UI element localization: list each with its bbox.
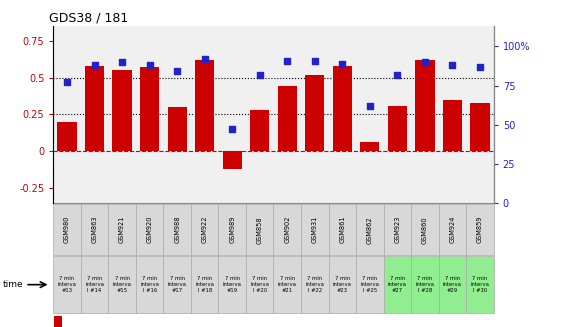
Text: GSM921: GSM921 <box>119 216 125 243</box>
Bar <box>108 256 136 313</box>
Text: 7 min
interva
#29: 7 min interva #29 <box>443 276 462 293</box>
Bar <box>278 86 297 151</box>
Bar <box>54 316 62 327</box>
Text: time: time <box>3 280 24 289</box>
Point <box>255 72 264 77</box>
Bar <box>411 256 439 313</box>
Bar <box>329 204 356 255</box>
Text: 7 min
interva
l #18: 7 min interva l #18 <box>195 276 214 293</box>
Text: 7 min
interva
l #28: 7 min interva l #28 <box>416 276 434 293</box>
Point <box>365 103 374 109</box>
Text: GSM862: GSM862 <box>367 216 373 244</box>
Point <box>420 60 429 65</box>
Text: 7 min
interva
#21: 7 min interva #21 <box>278 276 297 293</box>
Text: GSM931: GSM931 <box>312 216 318 243</box>
Text: 7 min
interva
#27: 7 min interva #27 <box>388 276 407 293</box>
Text: GSM858: GSM858 <box>257 216 263 244</box>
Point <box>90 62 99 68</box>
Text: 7 min
interva
#17: 7 min interva #17 <box>168 276 187 293</box>
Bar <box>329 256 356 313</box>
Point <box>173 69 182 74</box>
Text: 7 min
interva
l #22: 7 min interva l #22 <box>305 276 324 293</box>
Text: 7 min
interva
l #30: 7 min interva l #30 <box>471 276 489 293</box>
Bar <box>218 256 246 313</box>
Bar <box>163 204 191 255</box>
Bar <box>384 204 411 255</box>
Bar <box>57 122 77 151</box>
Bar <box>191 256 218 313</box>
Text: GSM923: GSM923 <box>394 216 401 243</box>
Point <box>310 58 319 63</box>
Bar <box>53 256 81 313</box>
Bar <box>301 256 329 313</box>
Bar <box>388 106 407 151</box>
Bar <box>384 256 411 313</box>
Bar <box>333 66 352 151</box>
Bar <box>415 60 435 151</box>
Text: GSM859: GSM859 <box>477 216 483 244</box>
Text: 7 min
interva
l #16: 7 min interva l #16 <box>140 276 159 293</box>
Bar <box>223 151 242 169</box>
Point <box>200 56 209 61</box>
Text: GSM924: GSM924 <box>449 216 456 244</box>
Bar <box>470 103 490 151</box>
Bar <box>53 204 81 255</box>
Text: GSM863: GSM863 <box>91 216 98 244</box>
Bar <box>250 110 269 151</box>
Bar <box>108 204 136 255</box>
Point <box>475 64 484 69</box>
Point <box>228 127 237 132</box>
Bar <box>411 204 439 255</box>
Point <box>448 62 457 68</box>
Text: GSM980: GSM980 <box>64 216 70 244</box>
Text: 7 min
interva
#15: 7 min interva #15 <box>113 276 131 293</box>
Bar <box>195 60 214 151</box>
Text: GSM920: GSM920 <box>146 216 153 244</box>
Bar <box>81 256 108 313</box>
Bar <box>246 256 274 313</box>
Text: GSM989: GSM989 <box>229 216 235 243</box>
Text: GDS38 / 181: GDS38 / 181 <box>49 12 128 25</box>
Bar <box>168 107 187 151</box>
Bar <box>466 256 494 313</box>
Bar <box>136 204 163 255</box>
Bar <box>136 256 163 313</box>
Text: GSM922: GSM922 <box>201 216 208 244</box>
Text: 7 min
interva
l #14: 7 min interva l #14 <box>85 276 104 293</box>
Text: GSM988: GSM988 <box>174 216 180 244</box>
Bar <box>305 75 324 151</box>
Bar <box>163 256 191 313</box>
Text: 7 min
interva
l #25: 7 min interva l #25 <box>360 276 379 293</box>
Bar <box>191 204 218 255</box>
Point <box>118 60 127 65</box>
Bar <box>85 66 104 151</box>
Point <box>283 58 292 63</box>
Text: 7 min
interva
l #20: 7 min interva l #20 <box>250 276 269 293</box>
Point <box>393 72 402 77</box>
Bar <box>443 100 462 151</box>
Bar <box>218 204 246 255</box>
Bar <box>439 204 466 255</box>
Text: 7 min
interva
#23: 7 min interva #23 <box>333 276 352 293</box>
Text: GSM902: GSM902 <box>284 216 290 244</box>
Bar <box>466 204 494 255</box>
Bar <box>301 204 329 255</box>
Bar <box>439 256 466 313</box>
Point <box>145 62 154 68</box>
Bar <box>273 256 301 313</box>
Bar <box>112 70 132 151</box>
Text: 7 min
interva
#13: 7 min interva #13 <box>58 276 76 293</box>
Bar <box>246 204 274 255</box>
Text: GSM861: GSM861 <box>339 216 346 244</box>
Bar <box>140 67 159 151</box>
Bar <box>273 204 301 255</box>
Bar <box>356 204 384 255</box>
Bar <box>81 204 108 255</box>
Bar <box>360 142 379 151</box>
Bar <box>356 256 384 313</box>
Point <box>338 61 347 66</box>
Text: GSM860: GSM860 <box>422 216 428 244</box>
Point <box>63 80 72 85</box>
Text: 7 min
interva
#19: 7 min interva #19 <box>223 276 242 293</box>
